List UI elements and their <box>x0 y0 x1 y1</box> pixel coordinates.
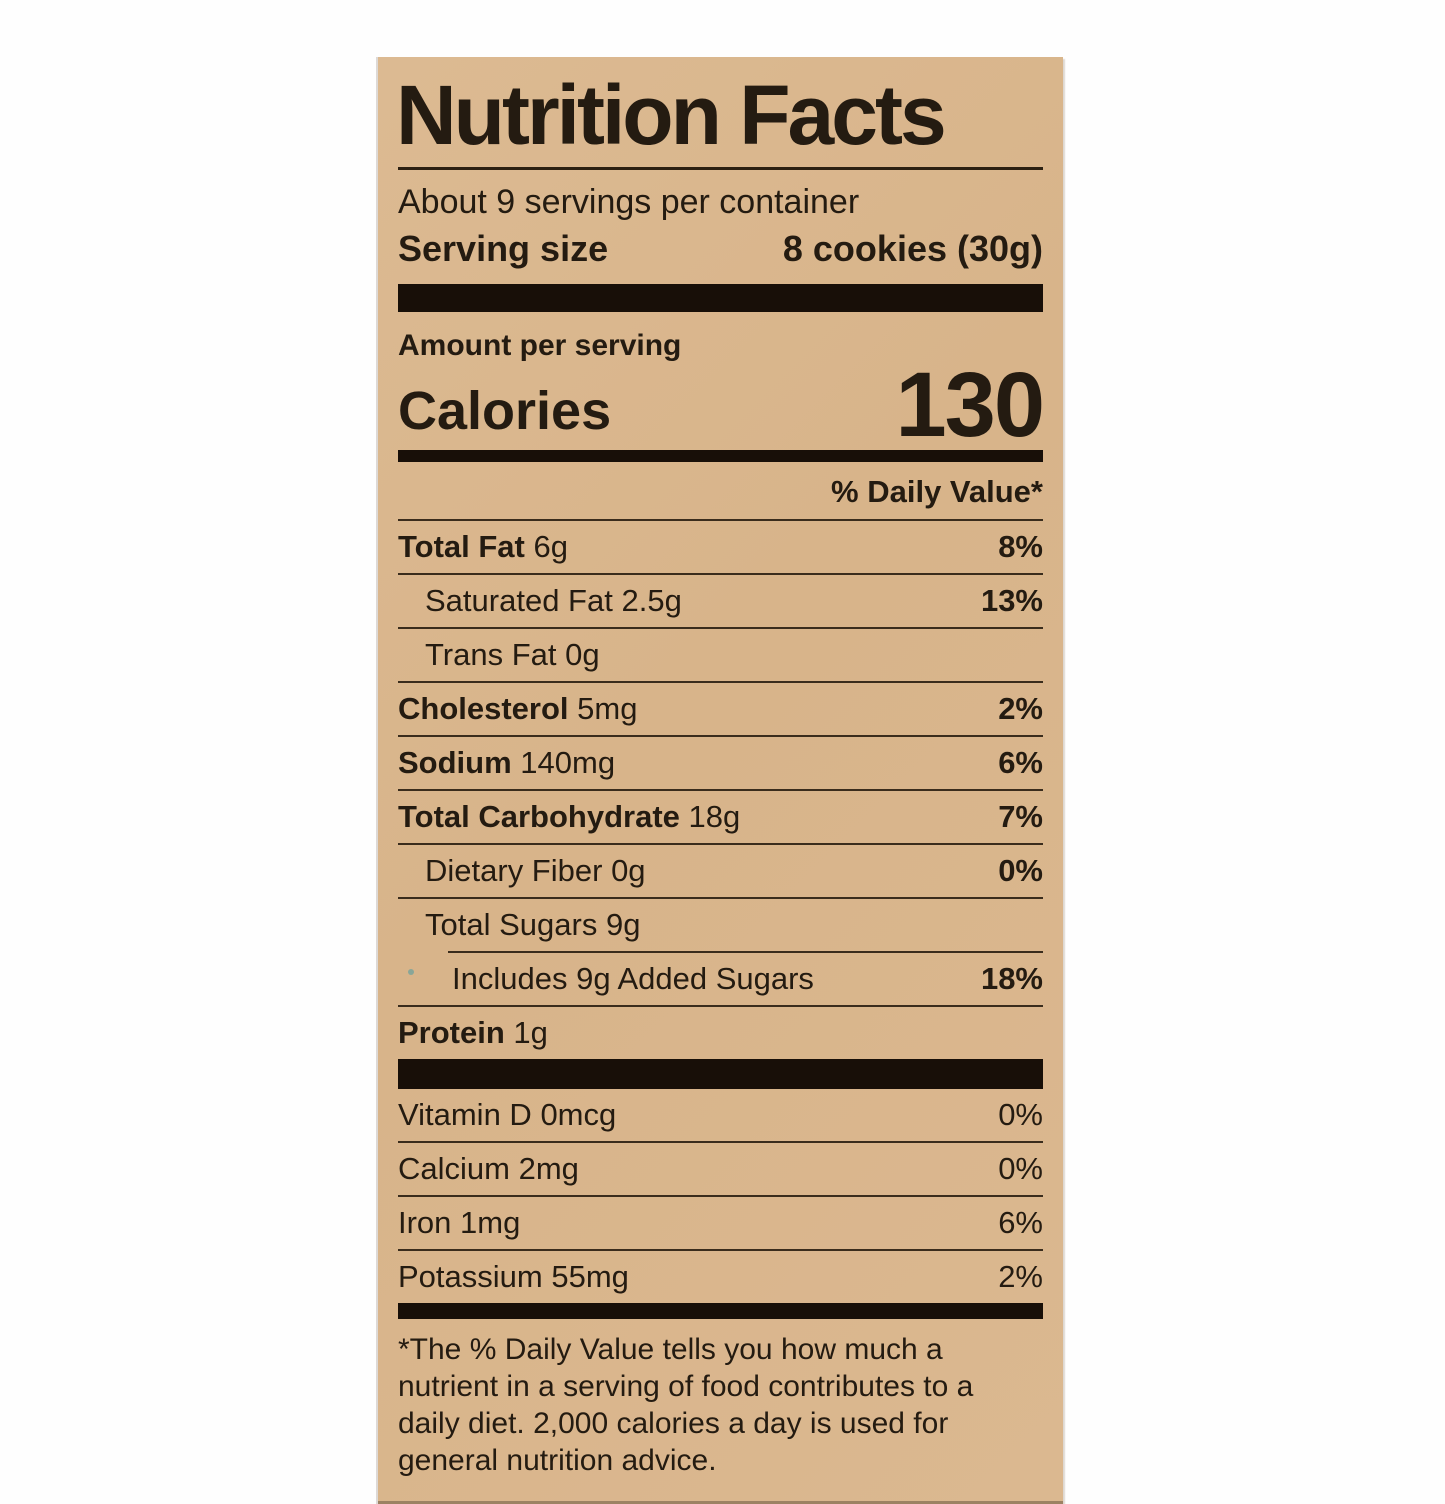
nutrient-row-trans-fat: Trans Fat 0g <box>398 629 1043 681</box>
divider-indented <box>448 951 1043 953</box>
thick-bar-bottom <box>398 1303 1043 1319</box>
servings-per-container: About 9 servings per container <box>398 183 860 221</box>
nutrient-dv: 0% <box>998 1151 1043 1186</box>
divider <box>398 1249 1043 1251</box>
nutrient-dv: 0% <box>998 1097 1043 1132</box>
nutrient-amount: 18g <box>688 799 741 834</box>
nutrient-name: Vitamin D 0mcg <box>398 1097 617 1132</box>
nutrient-dv: 2% <box>998 691 1043 726</box>
divider <box>398 789 1043 791</box>
nutrient-name: Calcium 2mg <box>398 1151 579 1186</box>
nutrient-row-cholesterol: Cholesterol 5mg 2% <box>398 683 1043 735</box>
nutrient-name: Total Carbohydrate 18g <box>398 799 741 834</box>
nutrient-name: Protein 1g <box>398 1015 548 1050</box>
calories-bar <box>398 450 1043 462</box>
divider <box>398 1195 1043 1197</box>
nutrient-row-protein: Protein 1g <box>398 1007 1043 1059</box>
calories-value: 130 <box>895 354 1045 456</box>
nutrient-amount: 6g <box>533 529 568 564</box>
nutrient-row-total-carbohydrate: Total Carbohydrate 18g 7% <box>398 791 1043 843</box>
calories-row: Calories 130 <box>398 354 1045 456</box>
nutrient-row-sodium: Sodium 140mg 6% <box>398 737 1043 789</box>
nutrient-amount: 5mg <box>577 691 638 726</box>
serving-size-value: 8 cookies (30g) <box>782 228 1043 269</box>
divider <box>398 519 1043 521</box>
nutrient-name: Cholesterol 5mg <box>398 691 638 726</box>
daily-value-header: % Daily Value* <box>831 474 1043 509</box>
nutrient-amount: 9g <box>605 907 641 942</box>
thick-bar-middle <box>398 1059 1043 1089</box>
nutrient-amount: 0mcg <box>540 1097 617 1132</box>
amount-per-serving: Amount per serving <box>398 329 682 362</box>
serving-size-row: Serving size 8 cookies (30g) <box>398 226 1043 272</box>
nutrient-name: Total Fat 6g <box>398 529 568 564</box>
micronutrient-row-vitamin-d: Vitamin D 0mcg 0% <box>398 1089 1043 1141</box>
nutrition-title: Nutrition Facts <box>396 68 947 162</box>
micronutrient-row-iron: Iron 1mg 6% <box>398 1197 1043 1249</box>
micronutrient-row-calcium: Calcium 2mg 0% <box>398 1143 1043 1195</box>
divider <box>398 843 1043 845</box>
nutrient-dv: 6% <box>998 745 1043 780</box>
nutrient-row-added-sugars: Includes 9g Added Sugars 18% <box>398 953 1043 1005</box>
nutrient-amount: 140mg <box>520 745 616 780</box>
divider <box>398 1141 1043 1143</box>
nutrient-dv: 0% <box>998 853 1043 888</box>
calories-label: Calories <box>398 381 612 441</box>
nutrient-row-total-fat: Total Fat 6g 8% <box>398 521 1043 573</box>
thick-bar-top <box>398 284 1043 312</box>
divider <box>398 897 1043 899</box>
divider <box>398 681 1043 683</box>
nutrient-dv: 8% <box>998 529 1043 564</box>
nutrient-name: Saturated Fat 2.5g <box>425 583 682 618</box>
nutrient-name: Sodium 140mg <box>398 745 616 780</box>
nutrient-dv: 2% <box>998 1259 1043 1294</box>
nutrition-facts-panel: Nutrition Facts About 9 servings per con… <box>378 57 1063 1504</box>
nutrient-row-saturated-fat: Saturated Fat 2.5g 13% <box>398 575 1043 627</box>
nutrient-row-dietary-fiber: Dietary Fiber 0g 0% <box>398 845 1043 897</box>
print-speck <box>408 969 414 975</box>
nutrient-amount: 1g <box>513 1015 548 1050</box>
nutrient-name: Trans Fat 0g <box>425 637 600 672</box>
divider <box>398 627 1043 629</box>
nutrient-amount: 55mg <box>551 1259 629 1294</box>
footnote: *The % Daily Value tells you how much a … <box>398 1333 974 1477</box>
nutrient-dv: 13% <box>980 583 1043 618</box>
title-rule <box>398 167 1043 170</box>
nutrient-dv: 7% <box>998 799 1043 834</box>
nutrient-name: Total Sugars 9g <box>425 907 641 942</box>
divider <box>398 735 1043 737</box>
micronutrient-row-potassium: Potassium 55mg 2% <box>398 1251 1043 1303</box>
serving-size-label: Serving size <box>398 228 609 269</box>
nutrient-amount: 2mg <box>518 1151 579 1186</box>
nutrient-row-total-sugars: Total Sugars 9g <box>398 899 1043 951</box>
nutrient-dv: 18% <box>980 961 1043 996</box>
divider <box>398 1005 1043 1007</box>
nutrient-name: Includes 9g Added Sugars <box>452 961 814 996</box>
nutrient-name: Iron 1mg <box>398 1205 521 1240</box>
nutrient-amount: 0g <box>611 853 646 888</box>
divider <box>398 573 1043 575</box>
nutrient-amount: 1mg <box>460 1205 521 1240</box>
nutrient-amount: 0g <box>565 637 600 672</box>
nutrient-dv: 6% <box>998 1205 1043 1240</box>
nutrient-amount: 2.5g <box>621 583 682 618</box>
nutrient-name: Potassium 55mg <box>398 1259 629 1294</box>
nutrient-name: Dietary Fiber 0g <box>425 853 646 888</box>
